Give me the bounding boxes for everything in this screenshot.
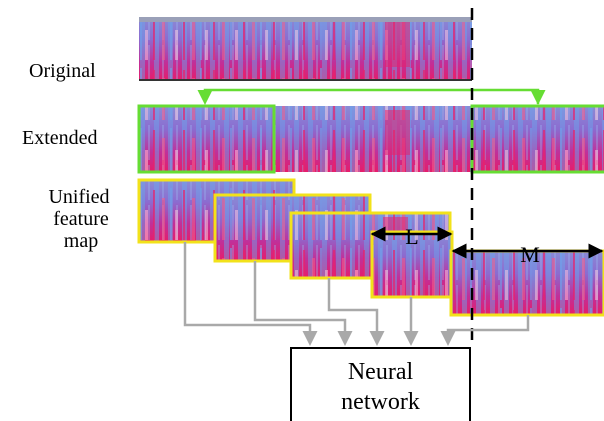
gray-feed-arrows bbox=[183, 242, 530, 346]
extended-label: Extended bbox=[22, 127, 98, 149]
length-L-label: L bbox=[405, 224, 418, 249]
unified-feature-map-label: Unified feature map bbox=[30, 186, 128, 252]
extension-copy-arrow bbox=[197, 88, 546, 105]
shift-M-label: M bbox=[520, 242, 540, 267]
neural-network-line2: network bbox=[341, 389, 420, 415]
neural-network-line1: Neural bbox=[347, 359, 414, 385]
extended-spectrogram bbox=[137, 104, 604, 174]
unified-label-line2: feature map bbox=[53, 208, 109, 252]
shift-M-arrow: M bbox=[451, 242, 604, 267]
original-label: Original bbox=[29, 60, 96, 82]
unified-label-line1: Unified bbox=[48, 186, 110, 208]
length-L-arrow: L bbox=[370, 224, 453, 249]
neural-network-box: Neural network bbox=[290, 347, 471, 421]
original-spectrogram bbox=[139, 17, 472, 81]
unified-tile-4 bbox=[370, 230, 454, 299]
unified-tile-5 bbox=[449, 249, 604, 317]
